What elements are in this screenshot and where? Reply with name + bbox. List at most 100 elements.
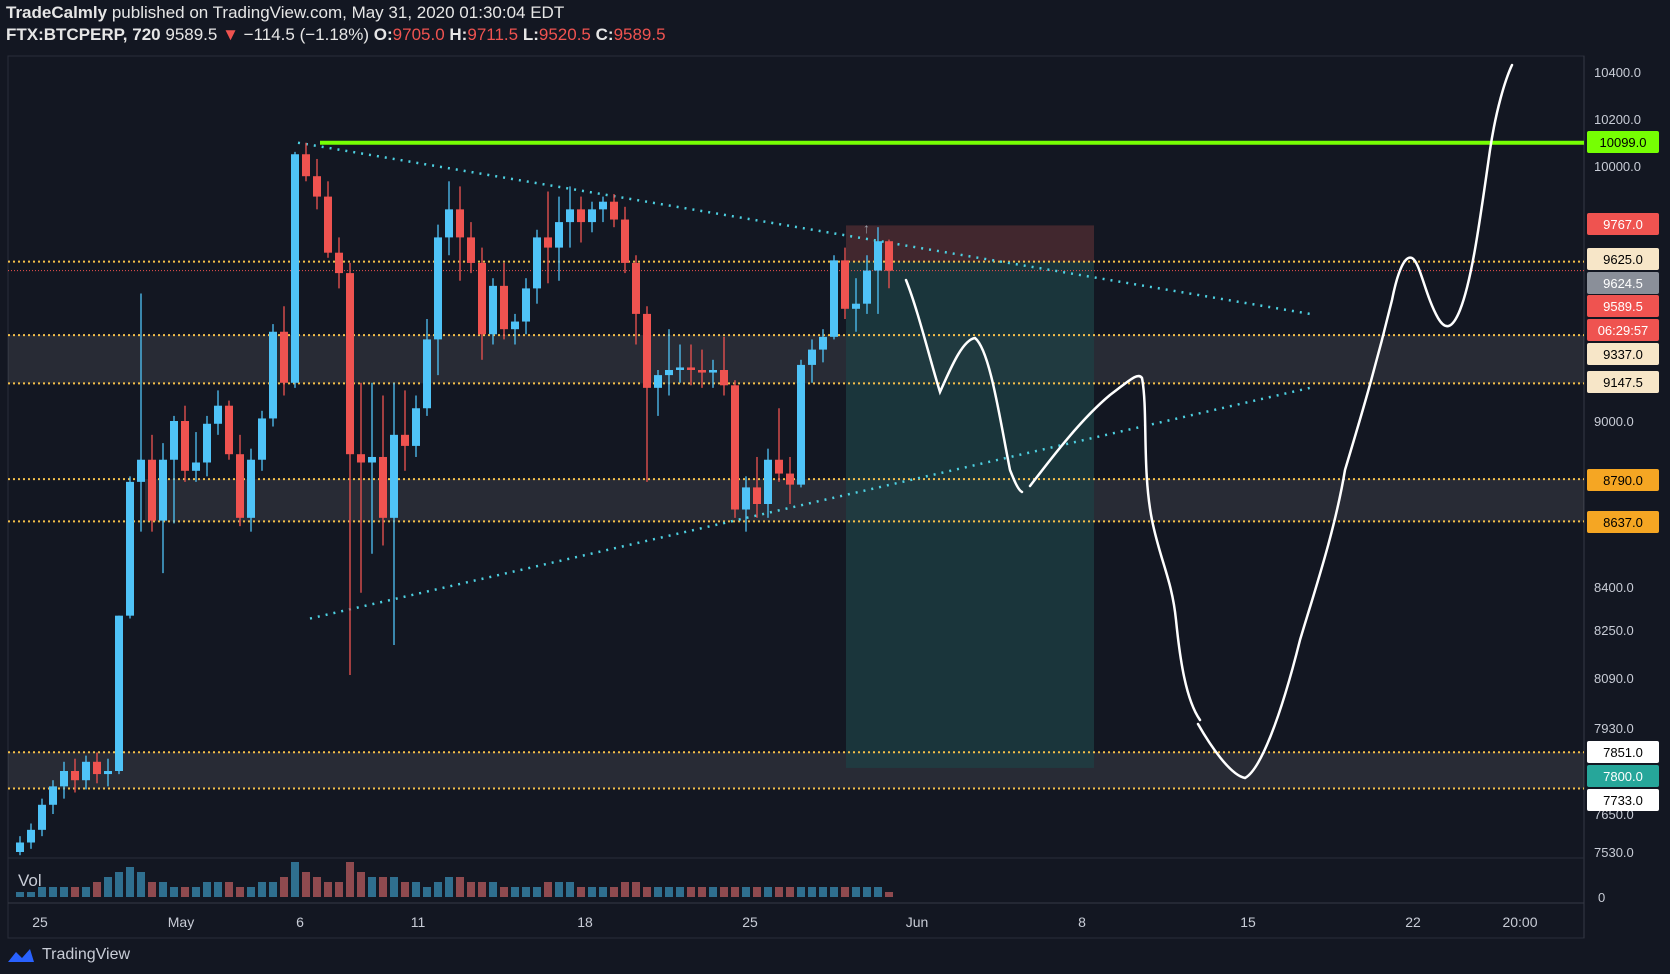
tradingview-logo-icon [8, 949, 34, 962]
time-tick: May [168, 914, 194, 930]
time-tick: 25 [32, 914, 48, 930]
volume-bar [269, 882, 277, 897]
time-tick: Jun [906, 914, 929, 930]
time-tick: 22 [1405, 914, 1421, 930]
author-name[interactable]: TradeCalmly [6, 3, 108, 22]
price-tick: 9000.0 [1594, 414, 1634, 429]
volume-bar [335, 882, 343, 897]
price-label-box [1587, 765, 1659, 787]
candle-body [819, 336, 827, 350]
volume-bar [346, 862, 354, 897]
candle-body [731, 385, 739, 510]
candle-body [335, 252, 343, 274]
price-label-text: 06:29:57 [1598, 323, 1649, 338]
volume-axis-tick: 0 [1598, 890, 1605, 905]
candle-body [511, 321, 519, 330]
symbol-line: FTX:BTCPERP, 720 9589.5 ▼ −114.5 (−1.18%… [6, 24, 666, 46]
candle-body [16, 842, 24, 852]
volume-bar [126, 867, 134, 897]
candle-body [170, 421, 178, 460]
candle-body [104, 771, 112, 775]
price-axis[interactable]: 10400.0 10200.0 10000.0 9000.0 8400.0 8250.0 8… [1594, 65, 1641, 860]
candle-body [830, 260, 838, 337]
volume-bar [434, 882, 442, 897]
candle-body [280, 331, 288, 383]
footer-brand: TradingView [42, 946, 131, 963]
tradingview-footer[interactable]: TradingView [6, 946, 130, 964]
candle-body [324, 196, 332, 253]
candle-body [71, 771, 79, 781]
candle-body [544, 237, 552, 248]
volume-bar [753, 887, 761, 897]
projection-drawing: ↑ [863, 63, 1514, 780]
volume-bar [49, 887, 57, 897]
volume-bar [698, 887, 706, 897]
candle-body [533, 237, 541, 289]
volume-bar [665, 887, 673, 897]
candle-body [599, 201, 607, 210]
volume-bar [533, 887, 541, 897]
volume-bar [500, 887, 508, 897]
candle-body [115, 615, 123, 771]
time-tick: 18 [577, 914, 593, 930]
candle-body [632, 262, 640, 314]
price-label-text: 8637.0 [1603, 515, 1643, 530]
volume-bar [764, 887, 772, 897]
volume-bar [830, 887, 838, 897]
arrow-up-icon: ↑ [863, 220, 870, 236]
open-value: 9705.0 [392, 25, 445, 44]
price-label-box [1587, 741, 1659, 763]
candle-body [192, 462, 200, 471]
time-tick: 8 [1078, 914, 1086, 930]
candle-body [269, 331, 277, 419]
candle-body [159, 459, 167, 521]
volume-bar [511, 887, 519, 897]
volume-bar [412, 882, 420, 897]
time-tick: 15 [1240, 914, 1256, 930]
candle-body [687, 367, 695, 370]
open-label: O: [373, 25, 393, 44]
volume-bar [27, 892, 35, 897]
candle-body [489, 285, 497, 335]
candle-body [412, 408, 420, 446]
volume-bar [324, 882, 332, 897]
volume-bar [566, 882, 574, 897]
volume-bar [577, 887, 585, 897]
candle-body [698, 370, 706, 373]
volume-bar [137, 872, 145, 897]
volume-bar [247, 887, 255, 897]
candle-body [753, 487, 761, 504]
time-axis[interactable]: 25 May 6 11 18 25 Jun 8 15 22 20:00 [32, 914, 1538, 930]
trendlines-layer [297, 141, 1311, 620]
candle-body [423, 339, 431, 409]
volume-bar [555, 882, 563, 897]
candle-body [610, 201, 618, 220]
candle-body [346, 273, 354, 455]
candle-body [247, 459, 255, 518]
high-value: 9711.5 [467, 25, 519, 44]
price-label-box [1587, 511, 1659, 533]
volume-bar [863, 887, 871, 897]
price-label-text: 9625.0 [1603, 252, 1643, 267]
volume-layer [16, 862, 893, 897]
price-label-box [1587, 131, 1659, 153]
time-tick: 11 [411, 914, 426, 930]
volume-bar [522, 887, 530, 897]
volume-bar [819, 887, 827, 897]
zones-layer [8, 225, 1584, 789]
high-label: H: [449, 25, 468, 44]
price-tick: 10200.0 [1594, 112, 1641, 127]
volume-bar [357, 872, 365, 897]
volume-bar [280, 877, 288, 897]
down-arrow-icon: ▼ [222, 25, 239, 44]
volume-bar [313, 877, 321, 897]
time-tick: 25 [742, 914, 758, 930]
price-label-text: 8790.0 [1603, 473, 1643, 488]
price-label-box [1587, 789, 1659, 811]
volume-bar [225, 882, 233, 897]
volume-bar [632, 882, 640, 897]
volume-bar [676, 887, 684, 897]
publish-info: published on TradingView.com, May 31, 20… [111, 3, 565, 22]
candle-body [137, 459, 145, 482]
